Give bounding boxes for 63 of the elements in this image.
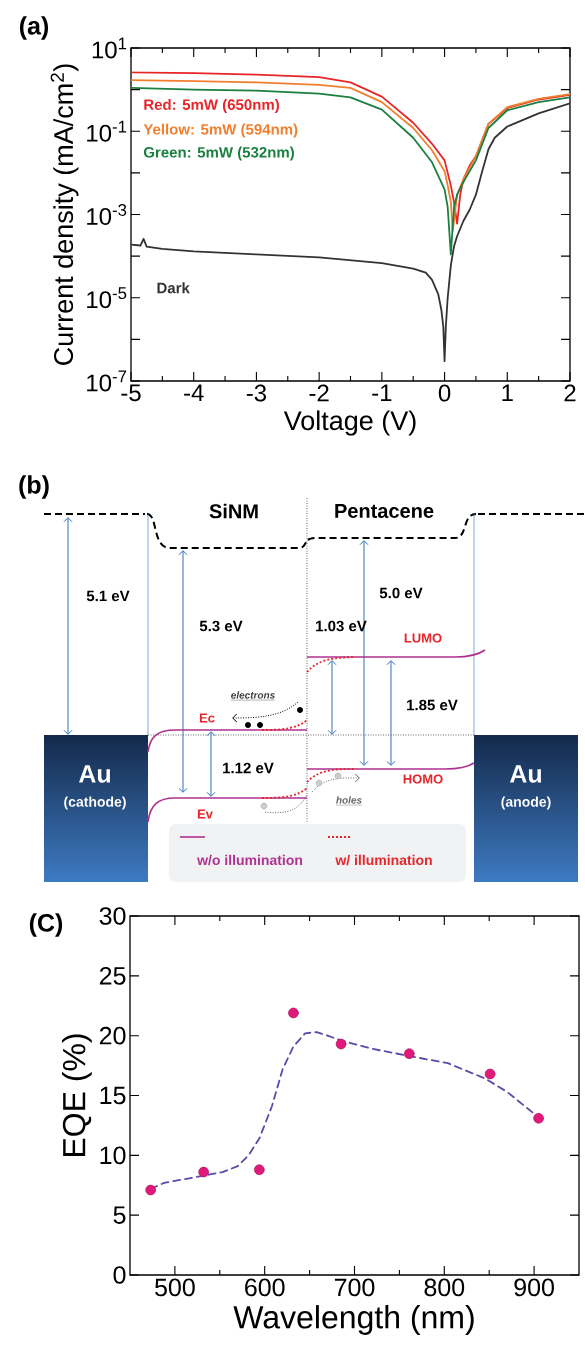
text: Ec bbox=[199, 713, 215, 723]
y-tick-label: 10$^{-5}$ bbox=[87, 287, 127, 309]
text: (b) bbox=[19, 475, 49, 499]
x-tick-label: 600 bbox=[245, 1278, 285, 1297]
text: Ev bbox=[197, 809, 213, 819]
x-tick-label: -4 bbox=[184, 384, 204, 402]
text: Au bbox=[78, 765, 111, 783]
text: Dark bbox=[157, 282, 190, 294]
point bbox=[254, 1164, 265, 1175]
y-tick-label: 10$^{-3}$ bbox=[87, 204, 127, 226]
y-tick-label: 10$^{1}$ bbox=[92, 37, 127, 59]
point bbox=[404, 1048, 415, 1059]
x-tick-label: 800 bbox=[424, 1278, 465, 1297]
y-tick-label: 15 bbox=[100, 1086, 126, 1105]
y-tick-label: 10$^{-1}$ bbox=[87, 120, 127, 142]
y-tick-label: 0 bbox=[113, 1266, 126, 1284]
series-label: Red: 5mW (650nm) bbox=[144, 98, 279, 113]
x-tick-label: -2 bbox=[309, 384, 329, 402]
text: 1.85 eV bbox=[407, 699, 458, 711]
point bbox=[484, 1068, 496, 1080]
text: Pentacene bbox=[335, 504, 434, 518]
text: LUMO bbox=[404, 633, 442, 643]
point bbox=[145, 1184, 156, 1196]
chart-title: (a) bbox=[19, 16, 49, 40]
y-axis-title: EQE (%) bbox=[61, 1034, 92, 1157]
x-tick-label: 500 bbox=[155, 1278, 195, 1297]
x-tick-label: 1 bbox=[502, 384, 513, 402]
text: electrons bbox=[231, 691, 275, 699]
point bbox=[198, 1166, 209, 1178]
text: Yellow: 5mW (594nm) bbox=[143, 123, 298, 138]
y-tick-label: 30 bbox=[99, 907, 126, 925]
text: HOMO bbox=[403, 774, 443, 784]
text: w/o illumination bbox=[197, 854, 303, 866]
x-tick-label: 700 bbox=[334, 1278, 375, 1297]
text: 1.03 eV bbox=[316, 620, 367, 632]
text: 5.3 eV bbox=[199, 620, 243, 632]
text: w/ illumination bbox=[335, 854, 432, 866]
y-tick-label: 10 bbox=[100, 1146, 126, 1165]
y-axis-title: Current density (mA/cm$^{2}$) bbox=[50, 64, 79, 365]
text: (anode) bbox=[501, 796, 551, 810]
x-tick-label: -3 bbox=[246, 384, 267, 402]
text: Green: 5mW (532nm) bbox=[143, 146, 294, 161]
text: (cathode) bbox=[64, 796, 126, 810]
x-tick-label: 900 bbox=[514, 1278, 554, 1297]
text: Au bbox=[509, 765, 542, 783]
text: 5.0 eV bbox=[379, 587, 423, 599]
text: 1.12 eV bbox=[223, 762, 274, 774]
text: 5.1 eV bbox=[86, 590, 130, 602]
y-tick-label: 5 bbox=[113, 1206, 126, 1224]
x-axis-title: Voltage (V) bbox=[283, 410, 416, 436]
point bbox=[335, 1038, 347, 1050]
x-tick-label: 0 bbox=[438, 384, 451, 402]
chart-title: (C) bbox=[29, 913, 63, 937]
x-tick-label: -1 bbox=[372, 384, 392, 402]
text: SiNM bbox=[209, 503, 258, 519]
point bbox=[288, 1007, 299, 1019]
point bbox=[533, 1112, 544, 1124]
line-series bbox=[131, 87, 570, 256]
text: holes bbox=[336, 796, 362, 804]
x-tick-label: 2 bbox=[564, 384, 576, 402]
y-tick-label: 20 bbox=[99, 1026, 126, 1045]
x-axis-title: Wavelength (nm) bbox=[233, 1305, 474, 1335]
y-tick-label: 25 bbox=[99, 967, 126, 985]
